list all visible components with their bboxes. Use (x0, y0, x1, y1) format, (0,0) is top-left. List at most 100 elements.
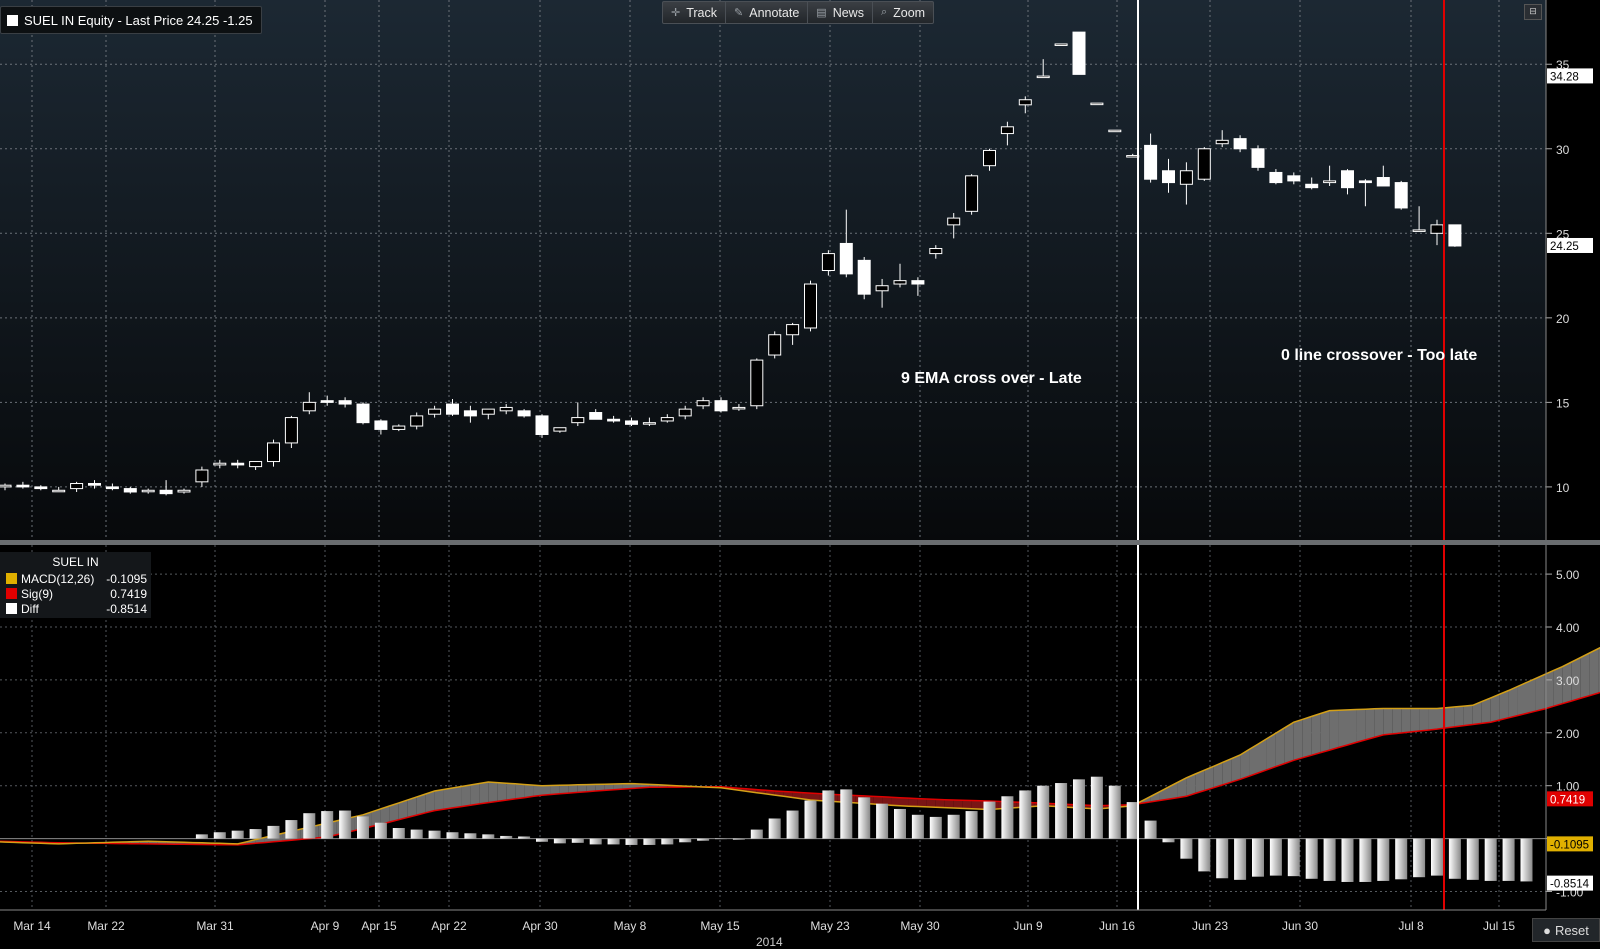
news-button[interactable]: ▤ News (808, 2, 873, 23)
candle-up (554, 428, 566, 431)
macd-above-signal-fill (1339, 710, 1348, 748)
candle-up (285, 418, 297, 443)
macd-above-signal-fill (453, 786, 462, 807)
reset-label: Reset (1555, 923, 1589, 938)
macd-above-signal-fill (542, 785, 551, 795)
macd-above-signal-fill (1518, 683, 1527, 716)
candle-up (930, 249, 942, 254)
diff-histogram-bar (1270, 839, 1282, 876)
macd-above-signal-fill (1527, 679, 1536, 714)
y-tick-label: 30 (1556, 143, 1570, 157)
y-tick-label: 5.00 (1556, 568, 1580, 582)
candle-down (89, 484, 101, 486)
panel-divider[interactable] (0, 540, 1600, 545)
x-tick-label: Jun 16 (1099, 919, 1135, 933)
x-tick-label: Mar 22 (87, 919, 125, 933)
legend-swatch-macd (6, 573, 17, 584)
diff-histogram-bar (1127, 802, 1139, 839)
legend-title: SUEL IN (0, 552, 151, 571)
ticker-label[interactable]: SUEL IN Equity - Last Price 24.25 -1.25 (0, 6, 262, 34)
candle-down (232, 463, 244, 465)
macd-above-signal-fill (1285, 722, 1294, 763)
y-tick-label: 20 (1556, 312, 1570, 326)
ema-crossover-annotation: 9 EMA cross over - Late (901, 370, 1082, 388)
year-label: 2014 (756, 935, 783, 949)
annotate-label: Annotate (749, 6, 799, 20)
annotate-button[interactable]: ✎ Annotate (726, 2, 808, 23)
candle-up (482, 409, 494, 414)
candle-down (1163, 171, 1175, 183)
diff-histogram-bar (1467, 839, 1479, 880)
candle-down (35, 487, 47, 489)
candle-down (17, 485, 29, 487)
candle-up (679, 409, 691, 416)
diff-histogram-bar (1521, 839, 1533, 882)
legend-row-signal[interactable]: Sig(9) 0.7419 (0, 586, 151, 601)
diff-histogram-bar (1431, 839, 1443, 876)
collapse-panel-button[interactable]: ⊟ (1524, 4, 1542, 20)
diff-histogram-bar (1324, 839, 1336, 881)
macd-above-signal-fill (1580, 653, 1589, 698)
candle-down (536, 416, 548, 435)
candle-up (948, 218, 960, 225)
x-tick-label: Jun 9 (1013, 919, 1043, 933)
reset-button[interactable]: ● Reset (1532, 918, 1600, 942)
track-label: Track (686, 6, 717, 20)
diff-histogram-bar (912, 815, 924, 839)
legend-row-macd[interactable]: MACD(12,26) -0.1095 (0, 571, 151, 586)
zoom-label: Zoom (893, 6, 925, 20)
candle-up (661, 418, 673, 421)
macd-above-signal-fill (515, 784, 524, 799)
macd-above-signal-fill (1535, 675, 1544, 712)
candle-down (1359, 181, 1371, 183)
candle-down (1306, 184, 1318, 187)
zoom-button[interactable]: ⌕ Zoom (873, 2, 933, 23)
candle-up (822, 254, 834, 271)
x-tick-label: Mar 31 (196, 919, 234, 933)
legend-row-diff[interactable]: Diff -0.8514 (0, 601, 151, 616)
candle-up (1019, 100, 1031, 105)
candle-up (966, 176, 978, 212)
candle-up (71, 484, 83, 489)
macd-above-signal-fill (1294, 719, 1303, 760)
diff-histogram-bar (500, 836, 512, 839)
diff-histogram-bar (966, 811, 978, 839)
candle-down (608, 419, 620, 421)
macd-below-signal-fill (945, 800, 954, 808)
x-tick-label: May 8 (614, 919, 647, 933)
diff-histogram-bar (429, 831, 441, 839)
diff-histogram-bar (303, 813, 315, 838)
diff-histogram-bar (214, 832, 226, 838)
macd-above-signal-fill (506, 783, 515, 800)
price-high-value-label: 34.28 (1550, 71, 1579, 83)
macd-below-signal-fill (918, 799, 927, 807)
candle-down (715, 401, 727, 411)
candle-down (1395, 183, 1407, 208)
legend-value: 0.7419 (95, 587, 151, 601)
diff-histogram-bar (482, 834, 494, 838)
macd-above-signal-fill (1267, 733, 1276, 770)
candle-down (357, 404, 369, 423)
candle-up (1431, 225, 1443, 233)
macd-above-signal-fill (1330, 710, 1339, 750)
macd-above-signal-fill (479, 782, 488, 804)
diff-histogram-bar (679, 839, 691, 843)
y-tick-label: 3.00 (1556, 674, 1580, 688)
x-tick-label: Apr 30 (522, 919, 558, 933)
x-tick-label: Jul 15 (1483, 919, 1515, 933)
macd-above-signal-fill (435, 789, 444, 810)
candle-up (1001, 127, 1013, 134)
diff-histogram-bar (464, 833, 476, 838)
diff-histogram-bar (1073, 779, 1085, 838)
candle-up (1216, 140, 1228, 143)
macd-above-signal-fill (1312, 713, 1321, 755)
macd-above-signal-fill (1410, 708, 1419, 732)
diff-histogram-bar (1109, 786, 1121, 839)
pencil-icon: ✎ (734, 6, 743, 19)
diff-histogram-bar (733, 839, 745, 840)
candle-up (53, 490, 65, 492)
track-button[interactable]: ✛ Track (663, 2, 726, 23)
macd-above-signal-fill (1383, 708, 1392, 734)
candle-down (339, 401, 351, 404)
